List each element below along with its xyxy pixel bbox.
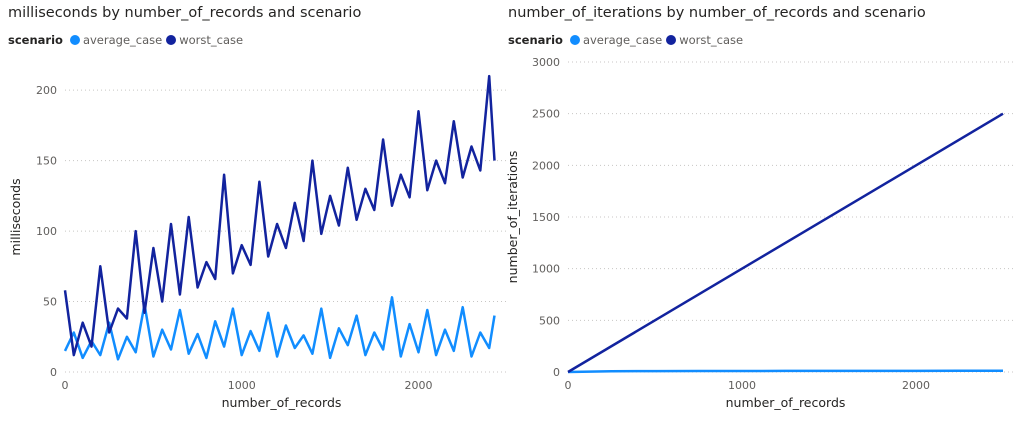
chart-panel-iterations[interactable]: number_of_iterations by number_of_record…	[500, 0, 1031, 421]
y-tick-label: 1000	[532, 263, 560, 276]
legend-label: worst_case	[179, 33, 244, 47]
legend: scenario average_case worst_case	[8, 33, 247, 47]
legend-dot-icon	[569, 35, 580, 45]
y-tick-label: 2000	[532, 159, 560, 172]
legend-dot-icon	[166, 35, 177, 45]
x-tick-label: 0	[62, 379, 69, 392]
y-tick-label: 0	[50, 366, 57, 379]
legend-dot-icon	[666, 35, 677, 45]
line-chart-iterations: 0 500 1000 1500 2000 2500 3000 0 1000 2000 number_…	[505, 56, 1013, 410]
series-line-average-case	[567, 369, 1003, 374]
legend-label: average_case	[582, 33, 663, 47]
legend-label: worst_case	[679, 33, 744, 47]
chart-title: number_of_iterations by number_of_record…	[508, 5, 926, 21]
series-line-worst-case	[567, 112, 1004, 374]
y-axis-label: number_of_iterations	[505, 151, 520, 284]
y-axis-label: milliseconds	[8, 178, 23, 255]
x-tick-label: 2000	[404, 379, 432, 392]
y-tick-label: 50	[43, 296, 57, 309]
y-tick-label: 1500	[532, 211, 560, 224]
x-tick-label: 1000	[728, 379, 756, 392]
y-tick-label: 200	[36, 84, 57, 97]
legend-title: scenario	[8, 33, 63, 47]
x-axis-label: number_of_records	[222, 395, 342, 410]
chart-panel-milliseconds[interactable]: milliseconds by number_of_records and sc…	[0, 0, 510, 421]
legend-label: average_case	[82, 33, 163, 47]
x-tick-label: 2000	[902, 379, 930, 392]
y-tick-label: 3000	[532, 56, 560, 69]
y-tick-label: 2500	[532, 108, 560, 121]
chart-title: milliseconds by number_of_records and sc…	[8, 5, 362, 21]
legend-item-worst-case[interactable]: worst_case	[166, 33, 243, 47]
x-axis-label: number_of_records	[726, 395, 846, 410]
legend-item-average-case[interactable]: average_case	[569, 33, 663, 47]
legend-dot-icon	[69, 35, 80, 45]
y-tick-label: 100	[36, 225, 57, 238]
y-tick-label: 0	[553, 366, 560, 379]
legend: scenario average_case worst_case	[508, 33, 747, 47]
legend-item-worst-case[interactable]: worst_case	[666, 33, 743, 47]
x-tick-label: 1000	[228, 379, 256, 392]
y-tick-label: 150	[36, 155, 57, 168]
y-tick-label: 500	[539, 314, 560, 327]
series-line-average-case	[63, 296, 496, 361]
legend-title: scenario	[508, 33, 563, 47]
legend-item-average-case[interactable]: average_case	[69, 33, 163, 47]
series-line-worst-case	[63, 74, 496, 357]
x-tick-label: 0	[565, 379, 572, 392]
